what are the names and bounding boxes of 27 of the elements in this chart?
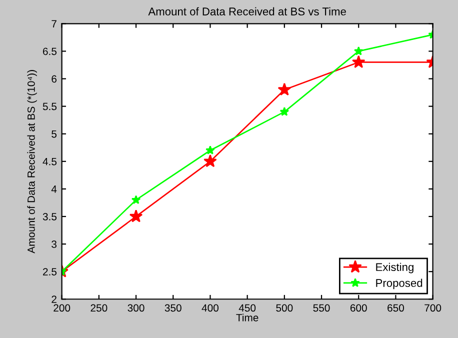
y-tick-label: 6 bbox=[52, 75, 57, 83]
x-tick-label: 250 bbox=[90, 304, 108, 312]
y-tick-label: 5.5 bbox=[42, 102, 57, 110]
x-tick-label: 550 bbox=[313, 304, 330, 312]
x-tick-label: 300 bbox=[128, 304, 144, 312]
x-tick-label: 350 bbox=[164, 304, 182, 312]
y-tick-label: 2.5 bbox=[43, 268, 57, 276]
y-tick-label: 3.5 bbox=[42, 212, 57, 220]
x-tick-label: 650 bbox=[388, 304, 404, 312]
legend-label: Proposed bbox=[376, 278, 422, 290]
x-tick-label: 200 bbox=[54, 304, 70, 312]
x-axis-title: Time bbox=[236, 314, 258, 322]
x-tick-label: 600 bbox=[350, 304, 367, 312]
x-tick-label: 700 bbox=[424, 304, 442, 312]
y-tick-label: 3 bbox=[52, 240, 57, 248]
chart-title: Amount of Data Received at BS vs Time bbox=[148, 7, 346, 16]
y-tick-label: 4.5 bbox=[42, 158, 57, 166]
y-tick-label: 6.5 bbox=[43, 48, 57, 56]
y-axis-title: Amount of Data Received at BS (*(10⁴)) bbox=[27, 70, 37, 254]
legend-label: Existing bbox=[376, 262, 414, 274]
y-tick-label: 4 bbox=[51, 186, 57, 193]
x-tick-label: 450 bbox=[238, 304, 256, 312]
y-tick-label: 5 bbox=[52, 130, 57, 138]
y-tick-label: 7 bbox=[52, 20, 56, 28]
x-tick-label: 400 bbox=[202, 304, 219, 312]
x-tick-label: 500 bbox=[276, 304, 293, 312]
y-tick-label: 2 bbox=[52, 296, 56, 303]
